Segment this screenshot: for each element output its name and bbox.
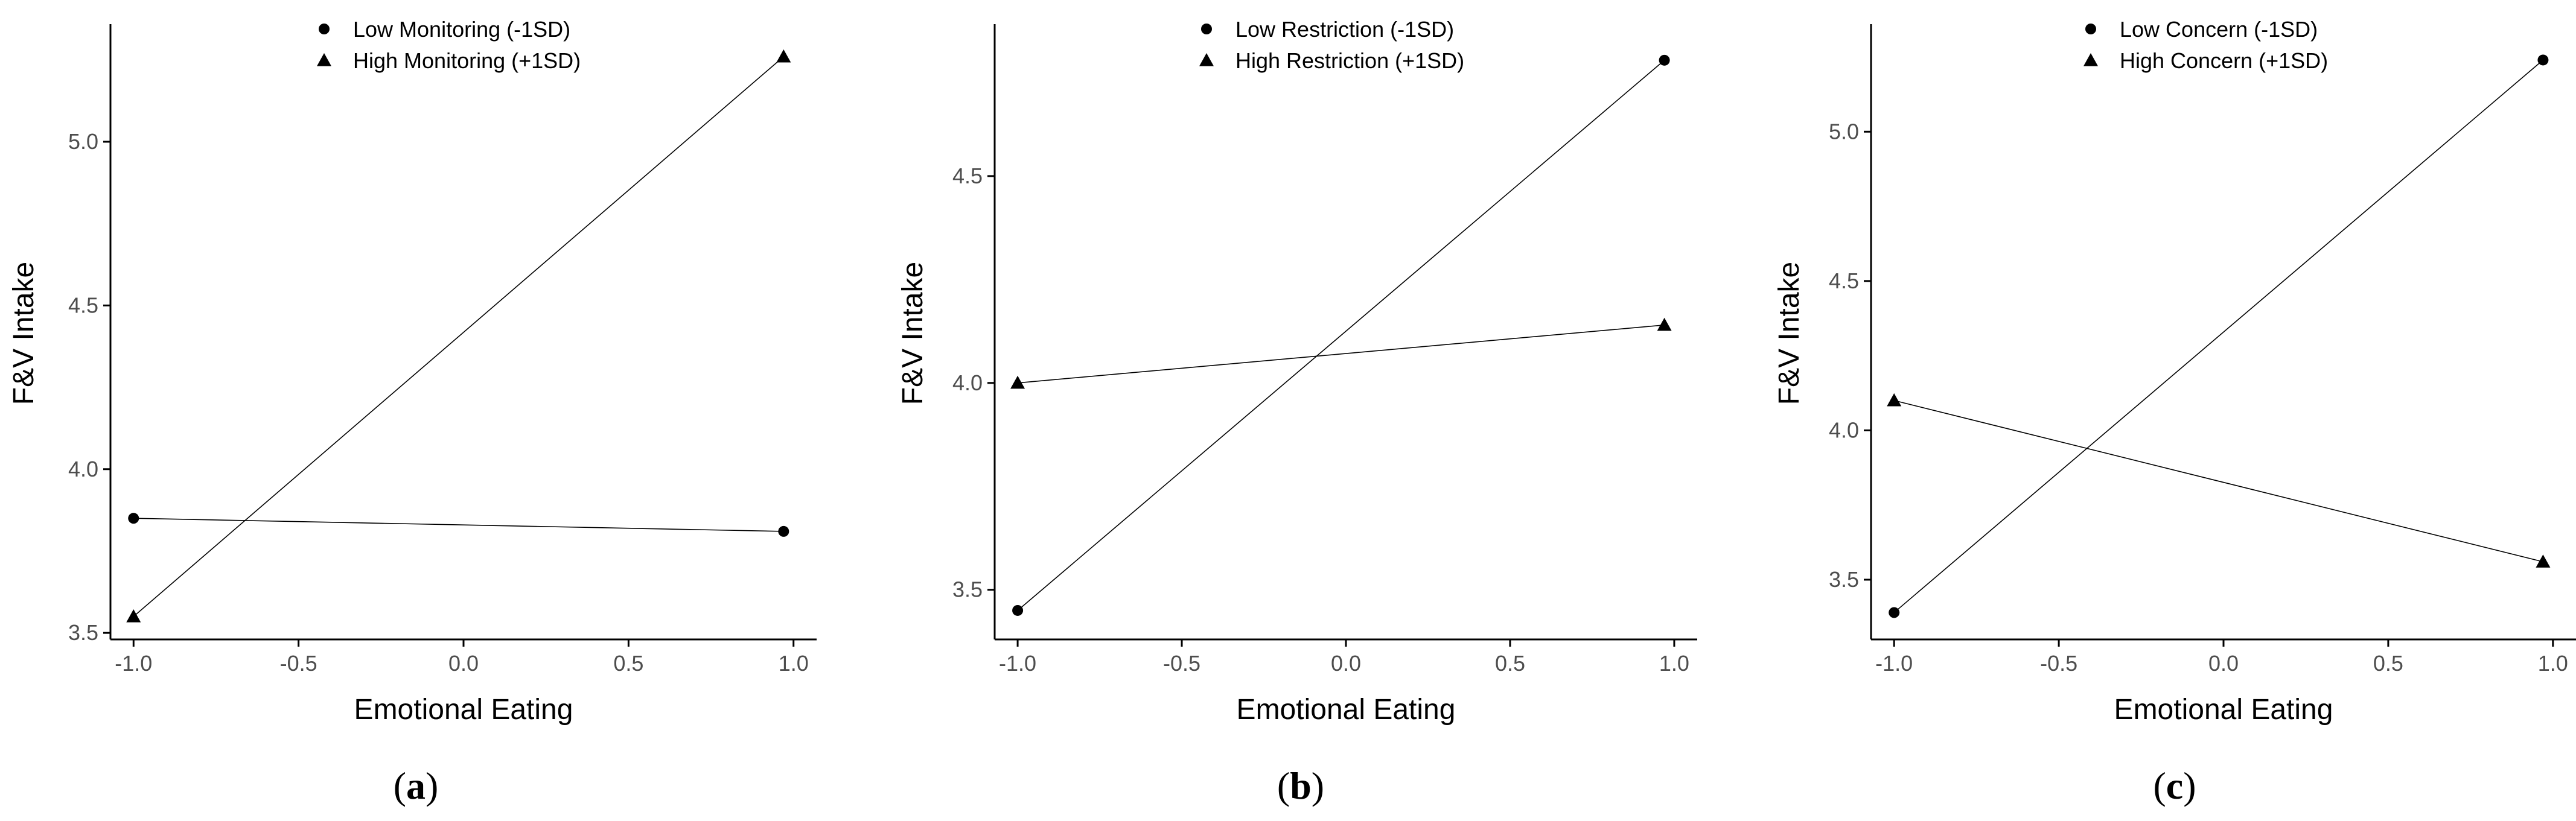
y-tick-label: 4.5 xyxy=(1829,268,1859,293)
y-tick-label: 5.0 xyxy=(1829,119,1859,144)
x-tick-label: -0.5 xyxy=(1163,651,1200,676)
legend-circle-icon xyxy=(2085,24,2096,34)
y-axis-title: F&V Intake xyxy=(1773,262,1805,405)
legend-triangle-icon xyxy=(317,53,331,66)
series-line-2 xyxy=(1018,324,1665,384)
x-axis-title: Emotional Eating xyxy=(2114,694,2333,726)
y-tick-label: 4.0 xyxy=(68,457,98,481)
x-tick-label: -1.0 xyxy=(1875,651,1913,676)
legend-triangle-icon xyxy=(1199,53,1214,66)
series-line-1 xyxy=(1893,59,2543,613)
caption-letter: a xyxy=(406,764,426,807)
data-point-circle xyxy=(128,513,139,524)
x-tick-label: -0.5 xyxy=(2040,651,2077,676)
caption-close-paren: ) xyxy=(2183,764,2196,807)
data-point-circle xyxy=(1012,604,1024,616)
data-point-circle xyxy=(1659,54,1670,66)
caption-letter: b xyxy=(1290,764,1312,807)
y-tick-label: 4.5 xyxy=(952,163,983,188)
data-point-triangle xyxy=(1657,317,1672,331)
legend-label: Low Concern (-1SD) xyxy=(2120,17,2318,42)
data-point-triangle xyxy=(2536,554,2551,568)
series-line-2 xyxy=(1894,400,2543,563)
x-tick-label: -0.5 xyxy=(280,651,317,676)
x-axis-title: Emotional Eating xyxy=(1237,694,1456,726)
caption-close-paren: ) xyxy=(1312,764,1324,807)
legend-label: Low Monitoring (-1SD) xyxy=(353,17,570,42)
series-line-1 xyxy=(133,518,784,532)
panel-caption: (a) xyxy=(394,764,439,807)
caption-open-paren: ( xyxy=(394,764,406,807)
data-point-triangle xyxy=(1010,375,1025,389)
x-axis-title: Emotional Eating xyxy=(354,694,573,726)
x-tick-label: 1.0 xyxy=(1659,651,1689,676)
legend-circle-icon xyxy=(1201,24,1212,34)
x-tick-label: 0.5 xyxy=(2373,651,2403,676)
data-point-circle xyxy=(1889,607,1900,618)
series-line-1 xyxy=(1017,60,1665,611)
x-tick-label: 1.0 xyxy=(779,651,809,676)
panel-b: -1.0 -0.5 0.0 0.5 1.0 3.5 4.0 4.5 Emotional Eati… xyxy=(897,17,1697,807)
x-tick-label: 0.0 xyxy=(448,651,479,676)
data-point-triangle xyxy=(1887,393,1902,407)
x-tick-label: 1.0 xyxy=(2538,651,2568,676)
y-tick-label: 5.0 xyxy=(68,129,98,154)
x-tick-label: 0.5 xyxy=(613,651,643,676)
y-tick-label: 3.5 xyxy=(1829,567,1859,592)
caption-open-paren: ( xyxy=(1277,764,1290,807)
y-tick-label: 4.5 xyxy=(68,293,98,317)
caption-close-paren: ) xyxy=(426,764,438,807)
y-axis-title: F&V Intake xyxy=(897,262,929,405)
y-tick-label: 3.5 xyxy=(68,620,98,645)
y-tick-label: 4.0 xyxy=(1829,417,1859,442)
panel-a: -1.0 -0.5 0.0 0.5 1.0 3.5 4.0 4.5 5.0 Emotional E… xyxy=(8,17,817,807)
legend-label: Low Restriction (-1SD) xyxy=(1235,17,1454,42)
panel-c: -1.0 -0.5 0.0 0.5 1.0 3.5 4.0 4.5 5.0 Emotional E… xyxy=(1773,17,2576,807)
legend-circle-icon xyxy=(319,24,330,34)
data-point-circle xyxy=(778,525,789,537)
legend-label: High Restriction (+1SD) xyxy=(1235,48,1464,73)
x-tick-label: 0.5 xyxy=(1495,651,1525,676)
caption-letter: c xyxy=(2166,764,2183,807)
x-tick-label: 0.0 xyxy=(1331,651,1361,676)
series-line-2 xyxy=(133,56,784,617)
y-axis-title: F&V Intake xyxy=(8,262,40,405)
x-tick-label: -1.0 xyxy=(115,651,152,676)
y-tick-label: 4.0 xyxy=(952,370,983,395)
data-point-triangle xyxy=(126,609,141,623)
x-tick-label: 0.0 xyxy=(2208,651,2239,676)
caption-open-paren: ( xyxy=(2153,764,2166,807)
legend-label: High Monitoring (+1SD) xyxy=(353,48,581,73)
y-tick-label: 3.5 xyxy=(952,577,983,602)
x-tick-label: -1.0 xyxy=(999,651,1036,676)
data-point-triangle xyxy=(776,49,791,63)
legend-label: High Concern (+1SD) xyxy=(2120,48,2328,73)
legend-triangle-icon xyxy=(2083,53,2098,66)
panel-caption: (c) xyxy=(2153,764,2196,807)
panel-caption: (b) xyxy=(1277,764,1324,807)
data-point-circle xyxy=(2537,54,2549,66)
